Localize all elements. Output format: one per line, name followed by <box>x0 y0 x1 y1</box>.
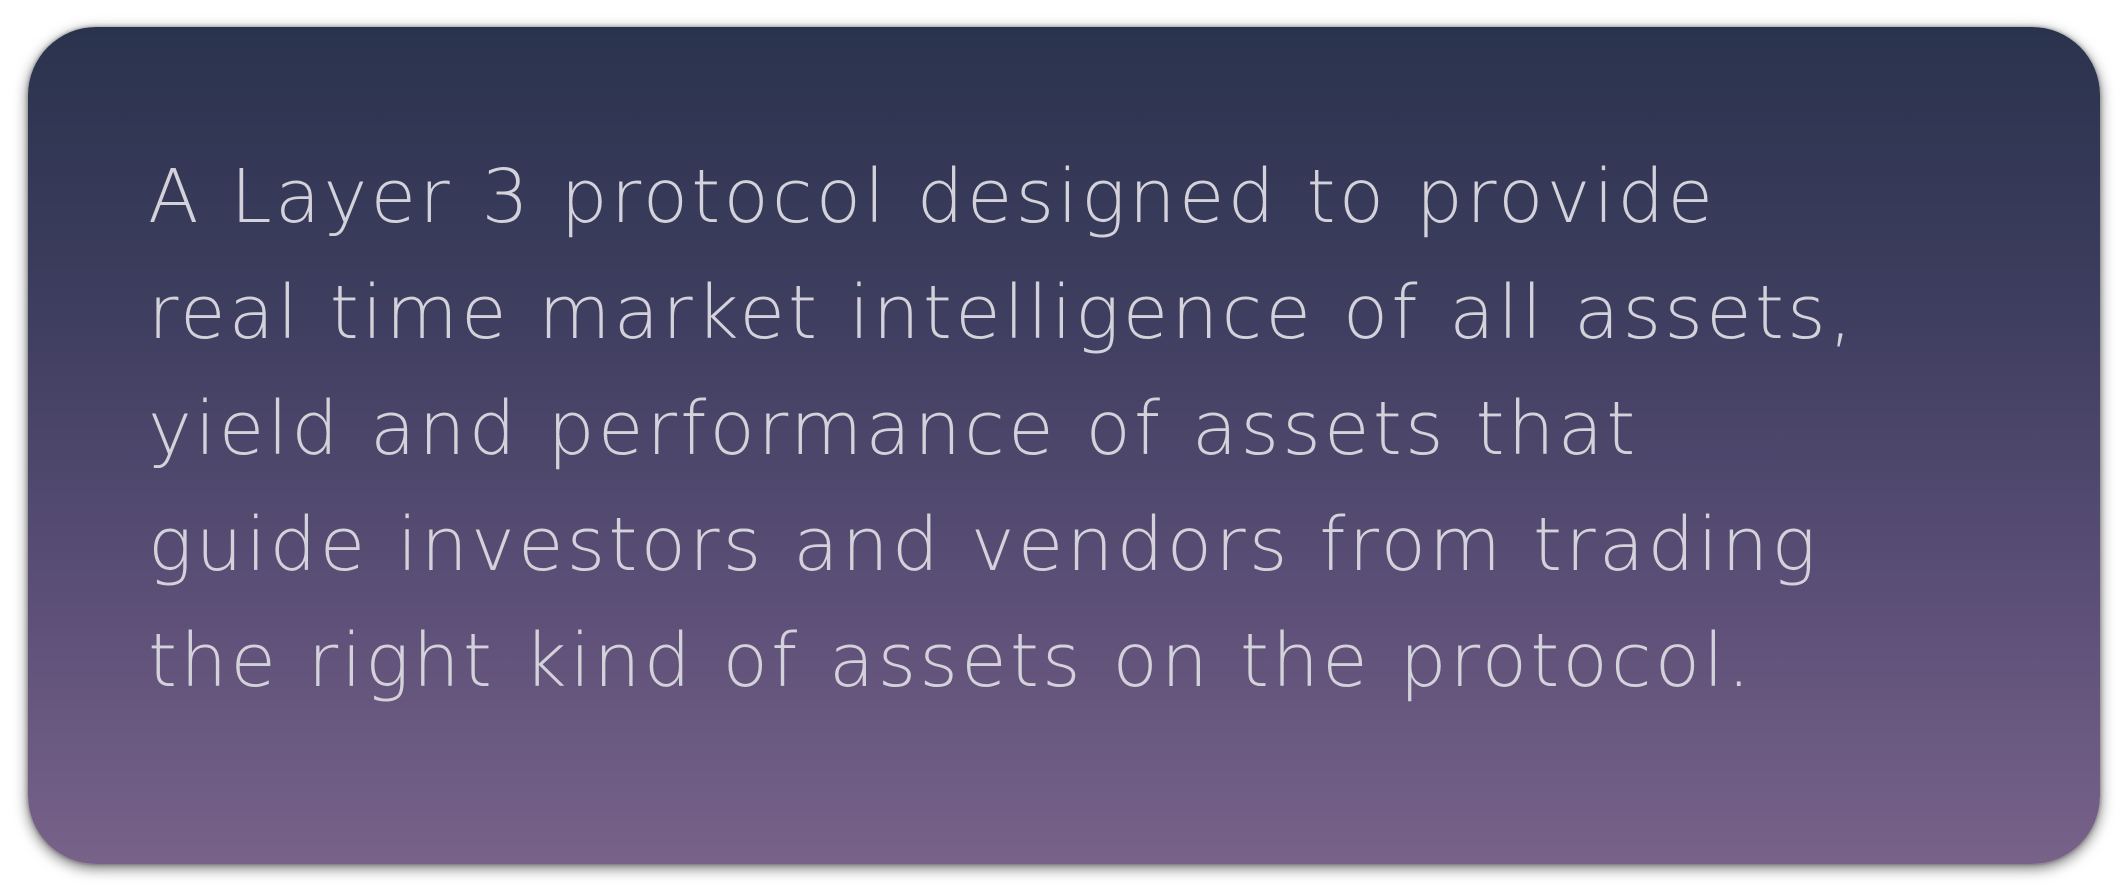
description-line-5: the right kind of assets on the protocol… <box>148 618 1754 704</box>
description-line-2: real time market intelligence of all ass… <box>148 270 1856 356</box>
description-line-4: guide investors and vendors from trading <box>148 502 1820 588</box>
description-card: A Layer 3 protocol designed to provide r… <box>28 27 2100 864</box>
description-line-1: A Layer 3 protocol designed to provide <box>148 154 1717 240</box>
description-line-3: yield and performance of assets that <box>148 386 1639 472</box>
protocol-description: A Layer 3 protocol designed to provide r… <box>148 139 2048 719</box>
